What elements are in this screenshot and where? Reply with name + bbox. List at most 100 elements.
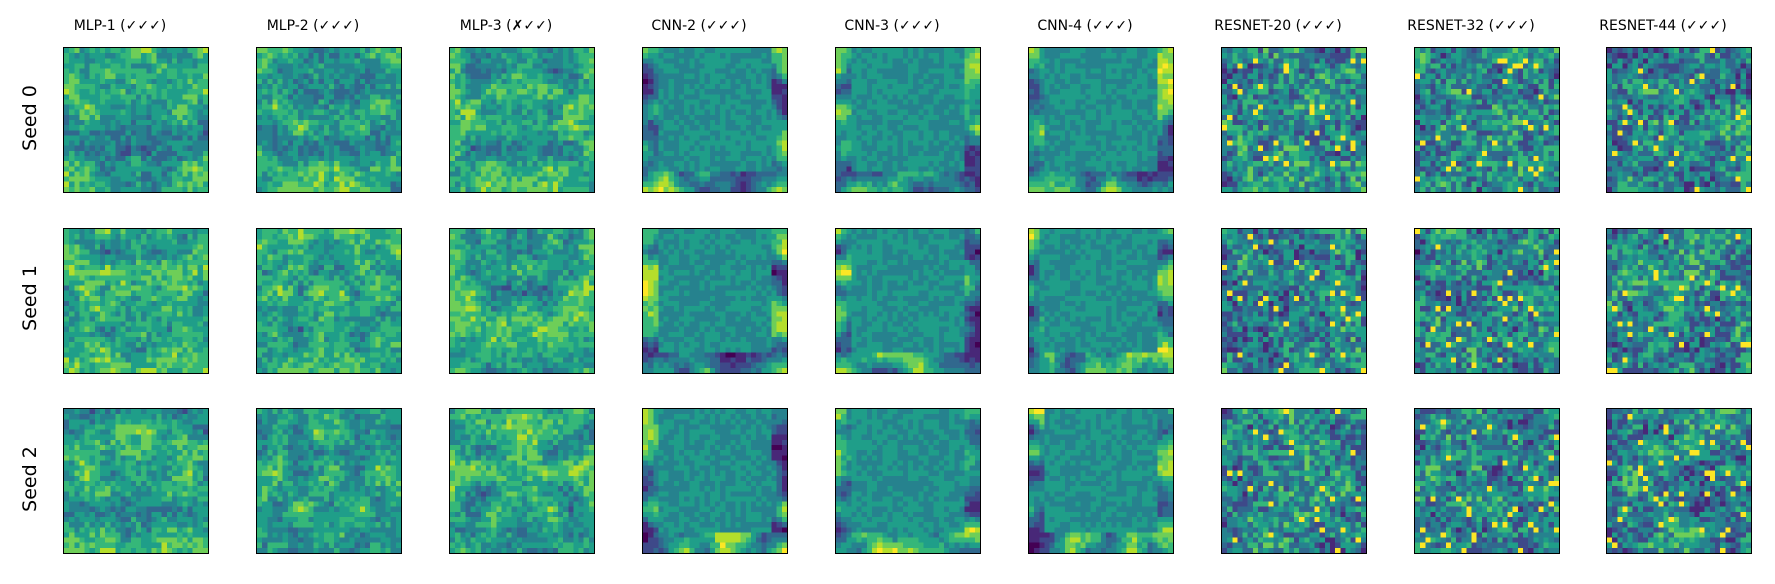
heatmap-cell: [1278, 84, 1284, 90]
heatmap-cell: [1263, 89, 1269, 95]
heatmap-cell: [1049, 48, 1055, 54]
heatmap-cell: [344, 161, 350, 167]
heatmap-cell: [761, 99, 767, 105]
heatmap-cell: [673, 181, 680, 187]
heatmap-cell: [105, 156, 111, 162]
heatmap-cell: [913, 53, 919, 59]
heatmap-cell: [450, 94, 456, 100]
heatmap-cell: [938, 109, 945, 115]
heatmap-cell: [359, 84, 366, 90]
heatmap-cell: [69, 104, 75, 110]
heatmap-cell: [287, 140, 294, 146]
heatmap-cell: [460, 68, 466, 74]
heatmap-cell: [511, 171, 517, 177]
heatmap-cell: [380, 48, 386, 54]
heatmap-cell: [1101, 150, 1107, 157]
heatmap-cell: [1258, 94, 1264, 100]
heatmap-cell: [1319, 73, 1325, 79]
heatmap-cell: [715, 53, 721, 59]
heatmap-cell: [303, 176, 309, 182]
heatmap-cell: [318, 53, 324, 59]
heatmap-cell: [897, 135, 903, 141]
heatmap-cell: [470, 176, 476, 182]
heatmap-cell: [313, 150, 319, 157]
heatmap-cell: [1080, 186, 1086, 192]
heatmap-cell: [841, 130, 847, 136]
heatmap-cell: [668, 176, 674, 182]
heatmap-cell: [588, 140, 594, 146]
heatmap-cell: [89, 109, 95, 115]
heatmap-cell: [177, 58, 183, 64]
heatmap-cell: [303, 186, 309, 192]
heatmap-cell: [720, 176, 726, 182]
heatmap-cell: [74, 176, 80, 182]
heatmap-cell: [100, 166, 106, 172]
heatmap-cell: [1095, 84, 1102, 90]
heatmap-cell: [197, 53, 203, 59]
heatmap-cell: [156, 99, 162, 105]
heatmap-cell: [1111, 166, 1117, 172]
heatmap-cell: [100, 58, 106, 64]
heatmap-cell: [303, 104, 309, 110]
heatmap-cell: [450, 150, 456, 157]
heatmap-cell: [1258, 63, 1264, 69]
heatmap-cell: [1111, 68, 1117, 74]
heatmap-cell: [715, 156, 721, 162]
heatmap-cell: [187, 53, 193, 59]
heatmap-cell: [197, 63, 203, 69]
heatmap-cell: [64, 156, 70, 162]
heatmap-cell: [588, 166, 594, 172]
heatmap-cell: [455, 48, 461, 54]
heatmap-cell: [643, 140, 649, 146]
heatmap-cell: [689, 166, 695, 172]
heatmap-cell: [1142, 130, 1148, 136]
heatmap-cell: [892, 48, 898, 54]
heatmap-cell: [1152, 89, 1158, 95]
heatmap-cell: [390, 176, 396, 182]
heatmap-cell: [699, 181, 705, 187]
heatmap-cell: [866, 166, 873, 172]
heatmap-cell: [735, 125, 741, 131]
heatmap-cell: [141, 109, 147, 115]
heatmap-cell: [475, 53, 481, 59]
heatmap-cell: [313, 48, 319, 54]
heatmap-cell: [182, 84, 188, 90]
heatmap-cell: [1242, 78, 1248, 85]
heatmap-cell: [522, 104, 528, 110]
heatmap-cell: [766, 53, 772, 59]
heatmap-cell: [1080, 58, 1086, 64]
heatmap-cell: [542, 73, 548, 79]
heatmap-cell: [282, 161, 288, 167]
heatmap-cell: [1075, 78, 1081, 85]
heatmap-cell: [354, 161, 360, 167]
heatmap-cell: [272, 166, 278, 172]
heatmap-cell: [897, 68, 903, 74]
heatmap-cell: [959, 73, 965, 79]
heatmap-cell: [776, 84, 782, 90]
heatmap-cell: [480, 78, 487, 85]
heatmap-cell: [522, 135, 528, 141]
heatmap-cell: [908, 114, 914, 121]
heatmap-cell: [856, 135, 862, 141]
heatmap-cell: [725, 171, 731, 177]
heatmap-cell: [1054, 135, 1060, 141]
heatmap-cell: [588, 181, 594, 187]
heatmap-cell: [1157, 135, 1163, 141]
heatmap-cell: [841, 120, 847, 126]
heatmap-cell: [287, 171, 294, 177]
heatmap-cell: [486, 120, 492, 126]
heatmap-cell: [861, 145, 867, 151]
heatmap-cell: [944, 78, 950, 85]
heatmap-cell: [1314, 73, 1320, 79]
heatmap-cell: [74, 156, 80, 162]
heatmap-cell: [1075, 68, 1081, 74]
heatmap-cell: [1340, 63, 1346, 69]
heatmap-cell: [684, 63, 690, 69]
heatmap-cell: [902, 156, 909, 162]
heatmap-cell: [161, 94, 167, 100]
heatmap-cell: [720, 135, 726, 141]
heatmap-cell: [846, 84, 852, 90]
heatmap-cell: [1131, 181, 1138, 187]
heatmap-cell: [1070, 166, 1076, 172]
heatmap-cell: [1167, 114, 1173, 121]
